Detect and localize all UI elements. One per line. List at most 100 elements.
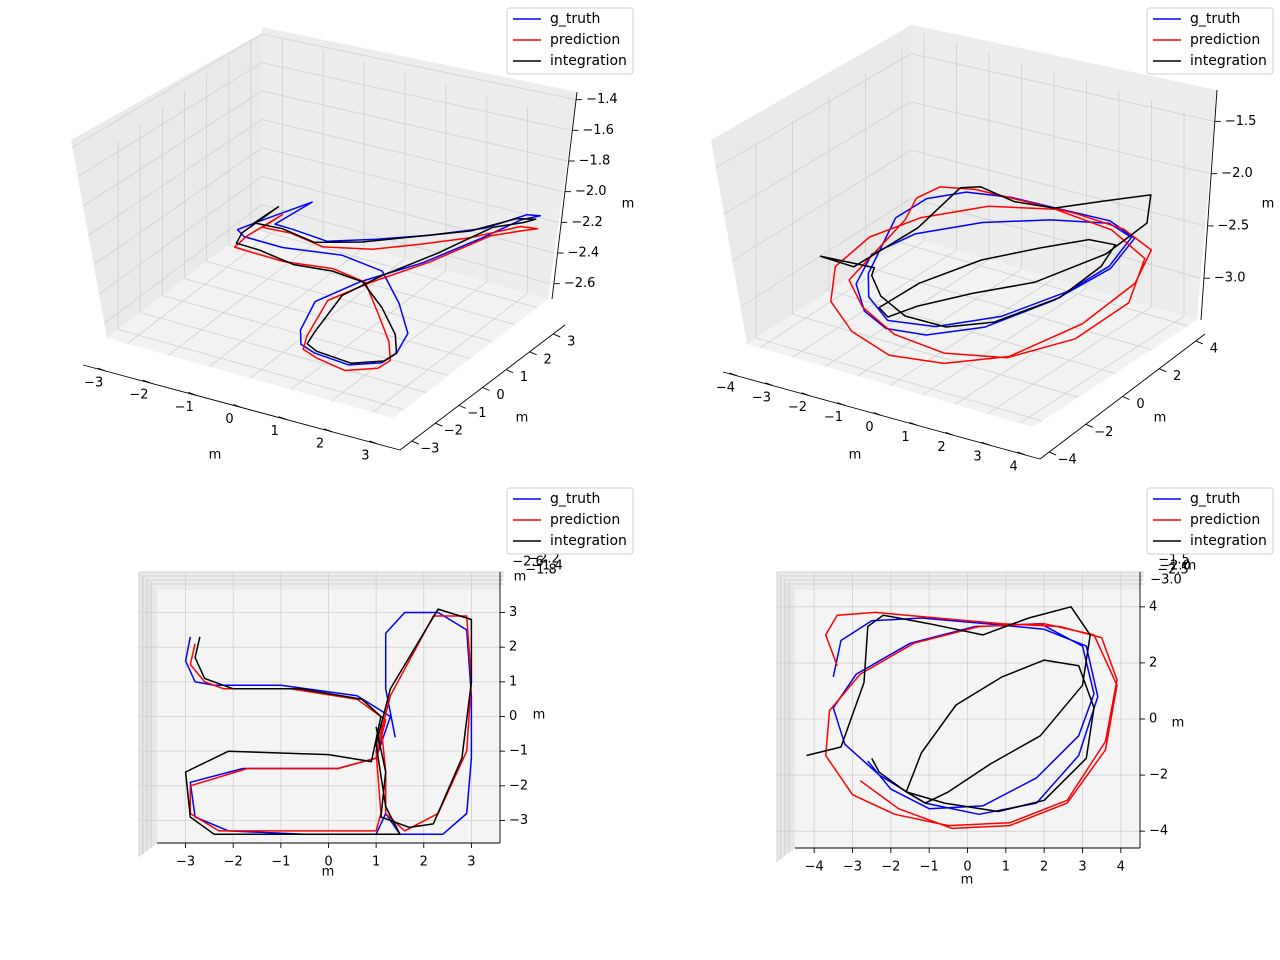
y-tick: [435, 422, 443, 427]
x-tick-label: 3: [973, 450, 981, 465]
z-tick-label: −2.2: [571, 215, 603, 230]
z-axis-label: m: [514, 570, 527, 585]
legend-label-0: g_truth: [550, 11, 600, 27]
z-tick-label: −1.4: [586, 92, 618, 107]
y-tick-label: 0: [1136, 397, 1144, 412]
z-tick-label: −2.2: [528, 552, 560, 567]
x-tick: [188, 391, 197, 396]
y-tick-label: 1: [509, 674, 517, 689]
x-tick-label: 0: [963, 860, 971, 875]
grid-line: [715, 53, 912, 169]
x-tick: [142, 379, 152, 384]
x-tick: [323, 428, 333, 433]
grid-line: [82, 90, 263, 207]
x-axis-label: m: [961, 873, 974, 888]
grid-line: [98, 176, 263, 295]
y-tick: [1122, 396, 1130, 400]
grid-line: [732, 149, 912, 261]
x-axis-label: m: [849, 448, 862, 463]
x-tick-label: −3: [84, 376, 103, 391]
grid-line: [77, 62, 263, 178]
legend-label-0: g_truth: [1190, 11, 1240, 27]
grid-line: [865, 266, 1152, 351]
z-axis-line: [551, 91, 578, 300]
y-tick: [1048, 451, 1057, 456]
z-axis-label: m: [1184, 559, 1197, 574]
grid-line: [104, 204, 263, 324]
grid-line: [261, 90, 568, 162]
x-tick-label: −1: [824, 410, 843, 425]
grid-line: [88, 119, 263, 236]
grid-line: [261, 204, 551, 285]
grid-line: [140, 312, 427, 393]
y-tick-label: 2: [544, 352, 552, 367]
legend-label-2: integration: [550, 533, 627, 549]
y-tick: [553, 333, 561, 338]
y-tick-label: 2: [1149, 655, 1157, 670]
x-tick-label: 1: [901, 430, 909, 445]
z-axis-label: m: [1262, 197, 1275, 212]
z-axis-label: m: [622, 197, 635, 212]
x-tick-label: 2: [420, 855, 428, 870]
x-tick: [369, 440, 378, 445]
grid-line: [723, 101, 912, 215]
y-tick: [529, 351, 537, 356]
y-tick-label: −4: [1058, 453, 1077, 468]
z-tick-label: −1.6: [582, 123, 614, 138]
grid-line: [261, 62, 572, 131]
left-pane: [139, 572, 157, 857]
y-tick-label: 2: [1173, 369, 1181, 384]
x-tick-label: 1: [372, 855, 380, 870]
y-tick-label: 4: [1149, 599, 1157, 614]
x-tick-label: −4: [805, 860, 824, 875]
legend-label-1: prediction: [550, 32, 620, 48]
y-tick-label: −2: [444, 424, 463, 439]
series-line-integration: [806, 606, 1095, 813]
y-tick-label: −3: [420, 442, 439, 457]
x-tick-label: −1: [271, 855, 290, 870]
y-axis-label: m: [533, 708, 546, 723]
z-tick-label: −2.0: [575, 184, 607, 199]
z-tick-label: −1.8: [579, 154, 611, 169]
y-axis-label: m: [1172, 716, 1185, 731]
y-tick-label: −2: [1094, 425, 1113, 440]
y-tick-label: 0: [1149, 712, 1157, 727]
legend-box: [506, 7, 634, 75]
y-tick-label: −2: [509, 778, 528, 793]
grid-line: [206, 261, 493, 342]
series-line-g_truth: [855, 191, 1136, 336]
x-tick-label: 0: [225, 412, 233, 427]
grid-line: [117, 329, 405, 410]
grid-line: [261, 175, 555, 254]
x-tick: [981, 441, 990, 446]
grid-line: [162, 295, 449, 376]
x-tick: [873, 412, 882, 416]
y-axis-label: m: [516, 411, 529, 426]
y-tick: [411, 440, 419, 445]
x-tick-label: −1: [175, 400, 194, 415]
grid-line: [250, 227, 538, 308]
grid-line: [910, 101, 1210, 175]
back-pane: [139, 572, 504, 590]
x-tick: [837, 402, 846, 407]
x-tick: [233, 404, 242, 408]
grid-line: [901, 242, 1189, 327]
x-tick: [278, 416, 287, 421]
x-tick-label: 2: [937, 440, 945, 455]
z-axis-line: [1200, 89, 1218, 321]
z-tick-label: −2.6: [564, 276, 596, 291]
x-tick-label: 0: [324, 855, 332, 870]
x-tick-label: 3: [1078, 860, 1086, 875]
x-axis-label: m: [322, 865, 335, 880]
y-tick-label: 3: [509, 605, 517, 620]
x-tick-label: 4: [1009, 460, 1017, 475]
x-tick: [1017, 451, 1026, 456]
grid-line: [910, 149, 1206, 227]
x-tick-label: −4: [716, 380, 735, 395]
z-tick-label: −2.5: [1157, 563, 1189, 578]
x-tick: [909, 421, 918, 426]
y-tick-label: −4: [1149, 824, 1168, 839]
y-axis-label: m: [1154, 411, 1167, 426]
